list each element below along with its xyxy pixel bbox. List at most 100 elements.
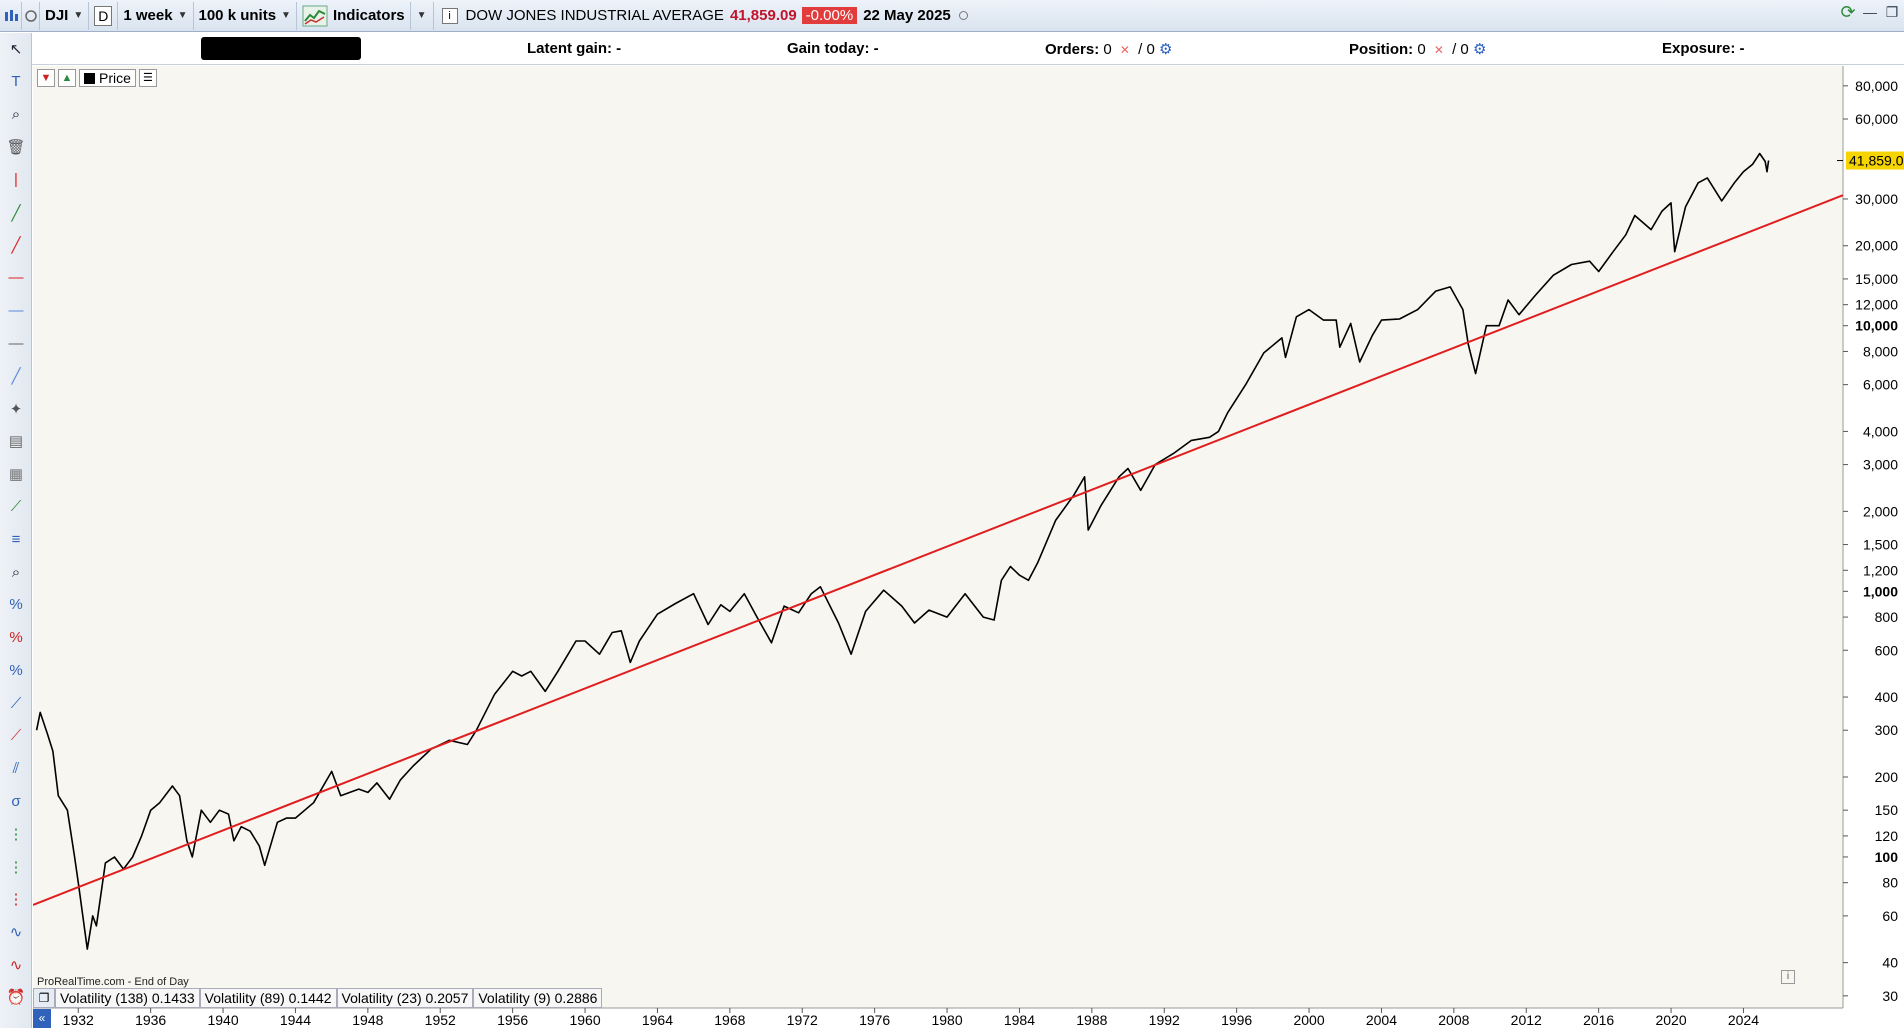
raff-channel-icon[interactable]: ⫽ [12, 759, 20, 777]
position-total: / 0 [1452, 41, 1469, 58]
window-icon[interactable]: ❐ [33, 988, 55, 1008]
percent-down-icon[interactable]: % [9, 661, 23, 679]
gann-grid-icon[interactable]: ▦ [8, 466, 24, 484]
chart-type-button[interactable] [0, 1, 22, 30]
horizontal-line-blue-icon[interactable]: — [8, 302, 24, 320]
zoom-icon[interactable]: ⌕ [11, 105, 21, 123]
horizontal-line-gray-icon[interactable]: — [8, 334, 24, 352]
info-icon[interactable]: i [441, 7, 458, 24]
volatility-89[interactable]: Volatility (89) 0.1442 [199, 988, 337, 1008]
symbol-selector[interactable]: DJI ▼ [40, 1, 90, 30]
y-tick-label: 800 [1875, 609, 1899, 625]
y-tick-label: 1,000 [1863, 583, 1898, 599]
ruler-icon[interactable]: ▤ [8, 433, 24, 451]
top-toolbar: DJI ▼ D 1 week ▼ 100 k units ▼ Indicators ▼… [0, 0, 1904, 32]
x-tick-label: 1988 [1076, 1012, 1107, 1028]
scroll-left-icon[interactable]: « [33, 1009, 51, 1028]
x-tick-label: 1964 [642, 1012, 673, 1028]
x-tick-label: 1992 [1149, 1012, 1180, 1028]
chevron-down-icon: ▼ [177, 10, 188, 21]
orders-summary: Orders: 0 ✕ / 0 ⚙ [1045, 40, 1172, 58]
units-label: 100 k units [198, 7, 277, 24]
y-tick-label: 15,000 [1855, 271, 1898, 287]
trading-info-bar: Latent gain: - Gain today: - Orders: 0 ✕… [32, 33, 1904, 65]
indicators-button[interactable]: Indicators [297, 1, 411, 30]
x-tick-label: 1976 [859, 1012, 890, 1028]
restore-icon[interactable]: ❐ [1885, 4, 1899, 20]
x-tick-label: 1956 [497, 1012, 528, 1028]
line-green-icon[interactable]: ╱ [11, 204, 21, 222]
trend-channel-icon[interactable]: ⟋ [10, 498, 22, 516]
vertical-line-icon[interactable]: | [14, 171, 18, 189]
chart-info-icon[interactable]: i [1781, 970, 1795, 984]
x-tick-label: 1948 [352, 1012, 383, 1028]
close-position-icon[interactable]: ✕ [1433, 43, 1444, 57]
list-icon[interactable]: ☰ [138, 69, 157, 87]
wave2-icon[interactable]: ∿ [9, 956, 23, 974]
refresh-icon[interactable]: ⟳ [1840, 2, 1856, 22]
x-tick-label: 1944 [280, 1012, 311, 1028]
cursor-icon[interactable]: ↖ [9, 41, 23, 58]
x-tick-label: 1972 [787, 1012, 818, 1028]
indicators-dropdown[interactable]: ▼ [411, 1, 434, 30]
y-tick-label: 1,500 [1863, 537, 1898, 553]
fibonacci-icon[interactable]: ≡ [11, 531, 21, 548]
exposure: Exposure: - [1662, 40, 1745, 57]
y-tick-label: 4,000 [1863, 423, 1898, 439]
volatility-9[interactable]: Volatility (9) 0.2886 [473, 988, 603, 1008]
channel-icon[interactable]: ⟋ [10, 727, 22, 745]
candles-icon [5, 9, 18, 21]
y-tick-label: 600 [1875, 642, 1899, 658]
trash-icon[interactable]: 🗑 [6, 139, 26, 157]
diagonal-line-icon[interactable]: ╱ [11, 368, 21, 385]
minimize-icon[interactable]: — [1863, 4, 1877, 20]
x-tick-label: 2016 [1583, 1012, 1614, 1028]
y-tick-label: 150 [1875, 802, 1899, 818]
alert-icon[interactable]: ⏰ [6, 989, 26, 1007]
fibo-time-icon[interactable]: ⋮ [8, 825, 24, 843]
percent-up-icon[interactable]: % [9, 596, 23, 614]
volatility-138[interactable]: Volatility (138) 0.1433 [55, 988, 200, 1008]
link-button[interactable] [22, 1, 40, 30]
cancel-orders-icon[interactable]: ✕ [1119, 43, 1130, 57]
trend-line[interactable] [33, 194, 1843, 906]
move-down-icon[interactable]: ▼ [37, 69, 55, 87]
orders-label: Orders: [1045, 41, 1100, 58]
timeframe-selector[interactable]: 1 week ▼ [118, 1, 194, 30]
x-tick-label: 1996 [1221, 1012, 1252, 1028]
units-selector[interactable]: 100 k units ▼ [194, 1, 297, 30]
gear-icon[interactable]: ⚙ [1472, 41, 1487, 58]
regression-icon[interactable]: ⟋ [10, 694, 22, 712]
x-tick-label: 2004 [1366, 1012, 1397, 1028]
x-tick-label: 1960 [569, 1012, 600, 1028]
y-tick-label: 20,000 [1855, 238, 1898, 254]
y-tick-label: 2,000 [1863, 503, 1898, 519]
price-legend-item[interactable]: Price [79, 69, 136, 87]
move-up-icon[interactable]: ▲ [58, 69, 76, 87]
wave-icon[interactable]: ∿ [9, 923, 23, 941]
volatility-23[interactable]: Volatility (23) 0.2057 [336, 988, 474, 1008]
horizontal-line-red-icon[interactable]: — [8, 269, 24, 287]
price-color-swatch [84, 72, 95, 84]
d-label: D [94, 5, 113, 26]
gann-tool-icon[interactable]: ✦ [9, 400, 23, 418]
zoom-area-icon[interactable]: ⌕ [11, 563, 21, 581]
sigma-channel-icon[interactable]: σ [11, 792, 21, 810]
x-tick-label: 1936 [135, 1012, 166, 1028]
price-series-line [35, 152, 1770, 950]
x-tick-label: 2008 [1438, 1012, 1469, 1028]
text-tool-icon[interactable]: T [11, 73, 21, 91]
fibo-time2-icon[interactable]: ⋮ [8, 858, 24, 876]
fibo-time3-icon[interactable]: ⋮ [8, 891, 24, 909]
x-tick-label: 1980 [931, 1012, 962, 1028]
y-tick-label: 80,000 [1855, 78, 1898, 94]
gear-icon[interactable]: ⚙ [1158, 41, 1173, 58]
y-tick-label: 80 [1882, 875, 1898, 891]
y-axis-panel [1843, 66, 1904, 1028]
line-red-icon[interactable]: ╱ [11, 237, 21, 255]
y-tick-label: 100 [1875, 849, 1899, 865]
last-value-label: 41,859.0 [1849, 153, 1904, 169]
d-button[interactable]: D [89, 1, 119, 30]
percent-mid-icon[interactable]: % [9, 629, 23, 647]
